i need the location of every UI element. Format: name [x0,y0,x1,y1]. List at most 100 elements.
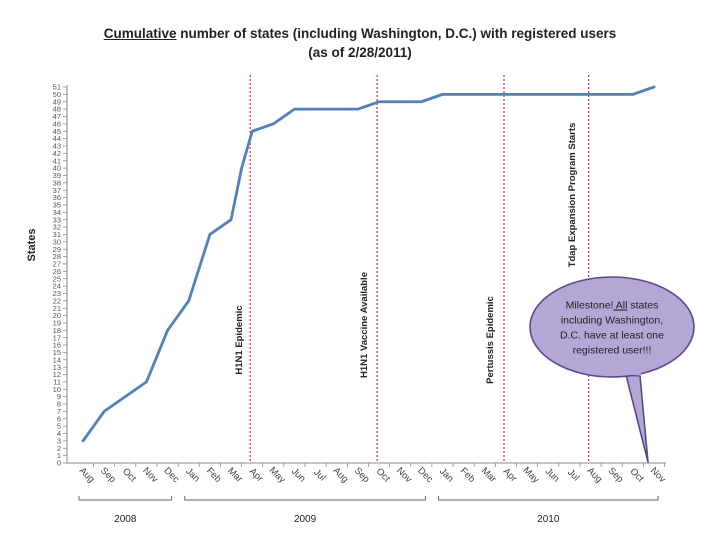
data-point [378,101,380,103]
y-tick-label: 47 [53,112,61,121]
y-tick-label: 21 [53,304,61,313]
x-tick-label: Nov [648,465,668,485]
event-label: H1N1 Epidemic [234,305,245,374]
y-tick-label: 48 [53,105,61,114]
data-point [315,108,317,110]
y-tick-label: 50 [53,90,61,99]
callout-word: including [561,315,603,327]
x-tick-label: Mar [225,466,244,485]
y-tick-label: 36 [53,193,61,202]
callout-joint [626,371,642,376]
x-tick-label: Oct [374,466,392,484]
x-tick-label: Jul [565,467,581,483]
y-tick-label: 32 [53,223,61,232]
x-tick-label: May [521,465,542,486]
data-point [547,93,549,95]
callout-word: All [613,300,627,312]
y-tick-label: 24 [53,282,61,291]
data-point [505,93,507,95]
chart-title-line-2: (as of 2/28/2011) [308,45,412,60]
callout-word: one [644,330,665,342]
y-tick-label: 37 [53,186,61,195]
y-tick-label: 31 [53,230,61,239]
y-tick-label: 9 [57,392,61,401]
x-tick-label: Jan [183,466,202,485]
data-point [526,93,528,95]
y-tick-label: 26 [53,267,61,276]
callout-bubble [529,276,695,378]
data-point [124,396,126,398]
y-tick-label: 34 [53,208,61,217]
y-tick-label: 30 [53,237,61,246]
chart-title-rest: number of states (including Washington, … [176,26,617,41]
event-label: Pertussis Epidemic [485,296,496,384]
y-tick-label: 1 [57,451,61,460]
data-point [357,108,359,110]
callout-word: registered [573,345,620,357]
data-point [209,233,211,236]
callout-word: user!!! [619,345,651,357]
event-label: Tdap Expansion Program Starts [567,123,578,268]
callout-word: D.C. [560,330,581,342]
y-tick-label: 2 [57,444,61,453]
x-tick-label: Dec [415,465,435,485]
x-tick-label: Jul [311,467,327,483]
x-tick-label: Oct [120,466,138,484]
year-bracket [438,496,659,501]
y-tick-label: 49 [53,97,61,106]
y-tick-label: 33 [53,215,61,224]
y-tick-label: 44 [53,134,61,143]
data-point [590,93,592,95]
data-point [167,329,169,331]
data-point [272,123,274,125]
y-tick-label: 8 [57,400,61,409]
y-tick-label: 38 [53,178,61,187]
x-tick-label: Dec [162,465,182,485]
x-tick-label: Aug [331,465,351,485]
data-point [241,167,243,169]
x-tick-label: Nov [394,465,414,485]
x-tick-label: Nov [140,465,160,485]
data-point [82,440,84,442]
y-tick-label: 19 [53,319,61,328]
y-tick-label: 4 [57,429,61,438]
callout-text-line: registered user!!! [573,345,652,357]
data-point [188,300,190,302]
event-label: H1N1 Vaccine Available [359,272,370,378]
x-tick-label: Feb [204,466,223,485]
callout-pointer [625,374,649,463]
year-label: 2010 [537,514,560,525]
callout-word: least [618,330,643,342]
data-point [293,108,296,110]
y-tick-label: 12 [53,370,61,379]
year-label: 2009 [294,514,317,525]
y-tick-label: 27 [53,260,61,269]
x-tick-label: Mar [479,466,498,485]
data-point [484,93,486,95]
data-point [103,410,105,412]
data-point [568,93,571,95]
y-tick-label: 25 [53,274,61,283]
x-tick-label: Sep [98,465,118,485]
data-point [230,219,232,221]
data-point [399,101,401,103]
y-tick-label: 40 [53,164,61,173]
x-tick-label: Jun [543,466,562,485]
y-tick-label: 0 [57,459,61,468]
x-tick-label: Feb [458,466,477,485]
y-tick-label: 45 [53,127,61,136]
data-point [441,93,444,95]
y-tick-label: 42 [53,149,61,158]
y-tick-label: 5 [57,422,61,431]
callout-text-line: D.C. have at least one [560,330,664,342]
data-point [420,101,422,103]
year-bracket [78,496,173,501]
data-point [632,93,634,95]
y-tick-label: 41 [53,156,61,165]
callout-word: states [627,300,658,312]
y-tick-label: 17 [53,333,61,342]
year-label: 2008 [114,514,137,525]
y-tick-label: 20 [53,311,61,320]
y-tick-label: 39 [53,171,61,180]
